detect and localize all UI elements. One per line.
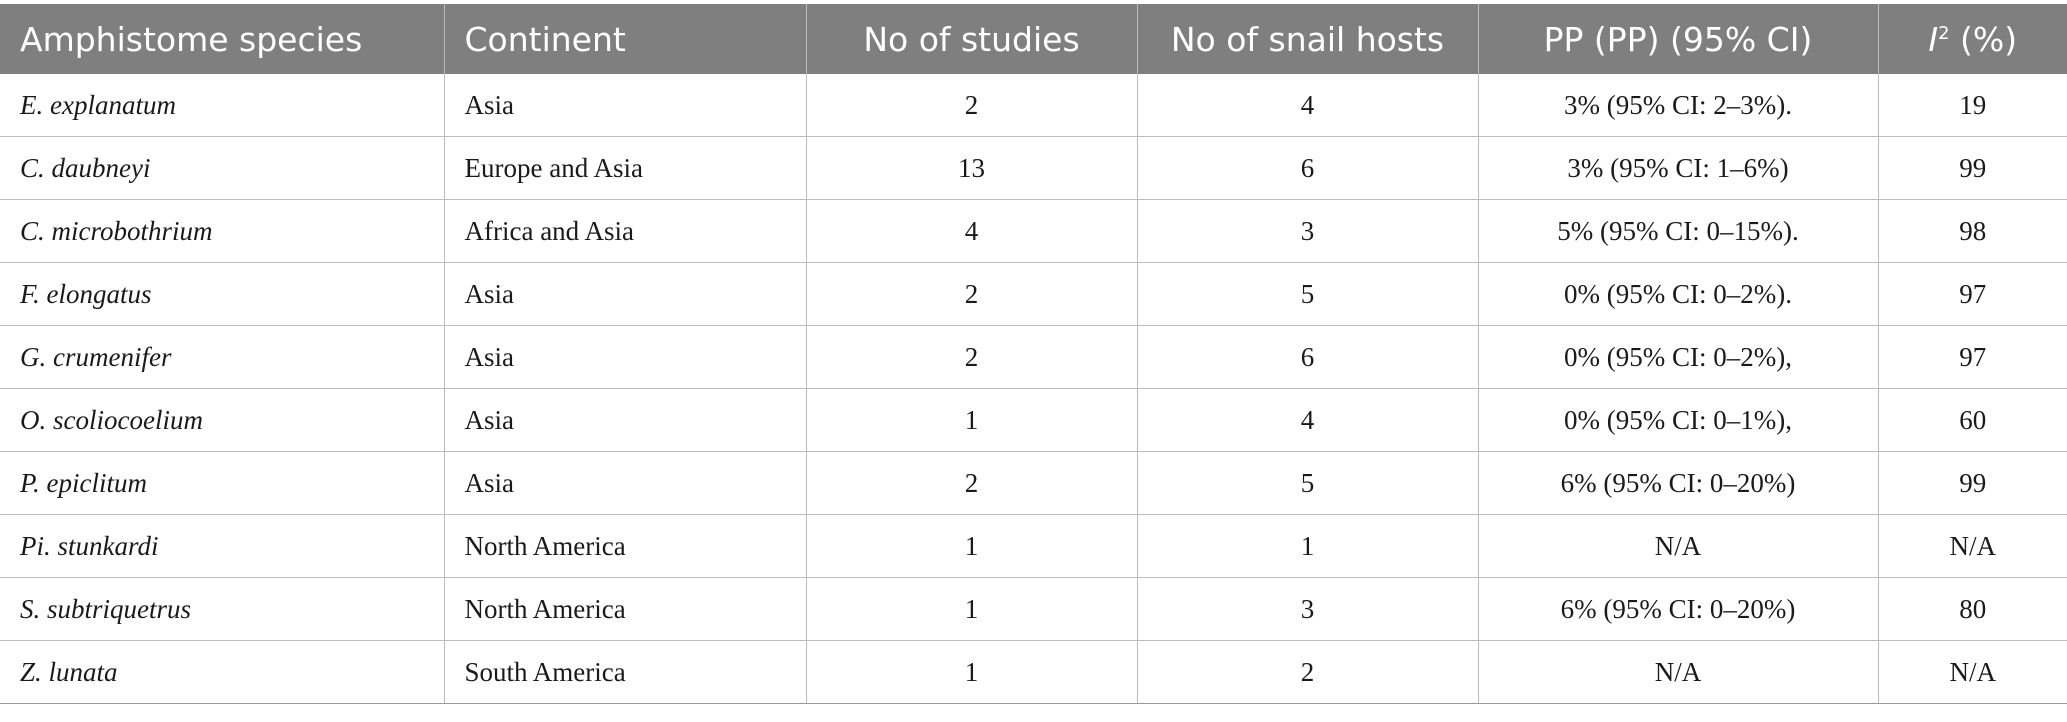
cell-pooled-prevalence: 6% (95% CI: 0–20%) [1478,451,1879,515]
cell-pooled-prevalence: 6% (95% CI: 0–20%) [1478,577,1879,641]
header-i2-letter: I [1928,19,1939,59]
header-i2-superscript: 2 [1938,22,1950,44]
cell-pooled-prevalence: 3% (95% CI: 2–3%). [1478,74,1879,137]
cell-continent: Asia [444,262,807,326]
table-row: S. subtriquetrus North America 1 3 6% (95% C… [0,577,2067,641]
table-row: P. epiclitum Asia 2 5 6% (95% CI: 0–20%) 99 [0,451,2067,515]
cell-studies: 2 [806,74,1138,137]
cell-continent: North America [444,514,807,578]
cell-pooled-prevalence: N/A [1478,514,1879,578]
header-row: Amphistome species Continent No of studi… [0,4,2067,74]
cell-i2: N/A [1878,514,2067,578]
cell-i2: 99 [1878,136,2067,200]
cell-pooled-prevalence: 5% (95% CI: 0–15%). [1478,199,1879,263]
cell-snail-hosts: 5 [1137,262,1479,326]
cell-snail-hosts: 3 [1137,577,1479,641]
header-i2-unit: (%) [1949,19,2018,59]
table-row: F. elongatus Asia 2 5 0% (95% CI: 0–2%). 97 [0,262,2067,326]
table-row: G. crumenifer Asia 2 6 0% (95% CI: 0–2%), 97 [0,325,2067,389]
table-row: Pi. stunkardi North America 1 1 N/A N/A [0,514,2067,578]
cell-pooled-prevalence: 0% (95% CI: 0–2%). [1478,262,1879,326]
cell-continent: Asia [444,325,807,389]
cell-studies: 2 [806,451,1138,515]
cell-species: O. scoliocoelium [0,388,445,452]
cell-continent: South America [444,640,807,704]
cell-pooled-prevalence: N/A [1478,640,1879,704]
header-species: Amphistome species [0,4,445,74]
cell-snail-hosts: 5 [1137,451,1479,515]
table-row: Z. lunata South America 1 2 N/A N/A [0,640,2067,704]
cell-species: F. elongatus [0,262,445,326]
header-studies: No of studies [806,4,1138,74]
header-continent: Continent [444,4,807,74]
cell-i2: 60 [1878,388,2067,452]
table-row: E. explanatum Asia 2 4 3% (95% CI: 2–3%). 19 [0,74,2067,137]
cell-studies: 2 [806,325,1138,389]
table-row: C. microbothrium Africa and Asia 4 3 5% (95%… [0,199,2067,263]
cell-studies: 2 [806,262,1138,326]
header-pooled-prevalence: PP (PP) (95% CI) [1478,4,1879,74]
cell-studies: 1 [806,514,1138,578]
cell-i2: 80 [1878,577,2067,641]
cell-pooled-prevalence: 0% (95% CI: 0–2%), [1478,325,1879,389]
cell-continent: Asia [444,388,807,452]
cell-snail-hosts: 4 [1137,74,1479,137]
table-row: O. scoliocoelium Asia 1 4 0% (95% CI: 0–1%),… [0,388,2067,452]
amphistome-species-table: Amphistome species Continent No of studi… [0,4,2067,704]
cell-species: G. crumenifer [0,325,445,389]
cell-snail-hosts: 1 [1137,514,1479,578]
cell-continent: North America [444,577,807,641]
table-body: E. explanatum Asia 2 4 3% (95% CI: 2–3%). 19 C… [0,74,2067,704]
cell-continent: Asia [444,74,807,137]
cell-snail-hosts: 4 [1137,388,1479,452]
header-snail-hosts: No of snail hosts [1137,4,1479,74]
amphistome-table-container: Amphistome species Continent No of studi… [0,4,2067,704]
table-row: C. daubneyi Europe and Asia 13 6 3% (95% CI:… [0,136,2067,200]
cell-studies: 1 [806,388,1138,452]
cell-species: C. daubneyi [0,136,445,200]
cell-snail-hosts: 6 [1137,136,1479,200]
cell-continent: Asia [444,451,807,515]
cell-species: C. microbothrium [0,199,445,263]
cell-i2: 99 [1878,451,2067,515]
cell-continent: Africa and Asia [444,199,807,263]
cell-i2: 19 [1878,74,2067,137]
cell-i2: 97 [1878,262,2067,326]
cell-species: S. subtriquetrus [0,577,445,641]
cell-studies: 1 [806,640,1138,704]
cell-continent: Europe and Asia [444,136,807,200]
cell-species: Pi. stunkardi [0,514,445,578]
cell-i2: N/A [1878,640,2067,704]
table-header: Amphistome species Continent No of studi… [0,4,2067,74]
cell-species: Z. lunata [0,640,445,704]
cell-studies: 13 [806,136,1138,200]
header-i2: I2 (%) [1878,4,2067,74]
cell-species: E. explanatum [0,74,445,137]
cell-i2: 98 [1878,199,2067,263]
cell-snail-hosts: 6 [1137,325,1479,389]
cell-studies: 4 [806,199,1138,263]
cell-pooled-prevalence: 0% (95% CI: 0–1%), [1478,388,1879,452]
cell-studies: 1 [806,577,1138,641]
cell-species: P. epiclitum [0,451,445,515]
cell-snail-hosts: 2 [1137,640,1479,704]
cell-snail-hosts: 3 [1137,199,1479,263]
cell-i2: 97 [1878,325,2067,389]
cell-pooled-prevalence: 3% (95% CI: 1–6%) [1478,136,1879,200]
